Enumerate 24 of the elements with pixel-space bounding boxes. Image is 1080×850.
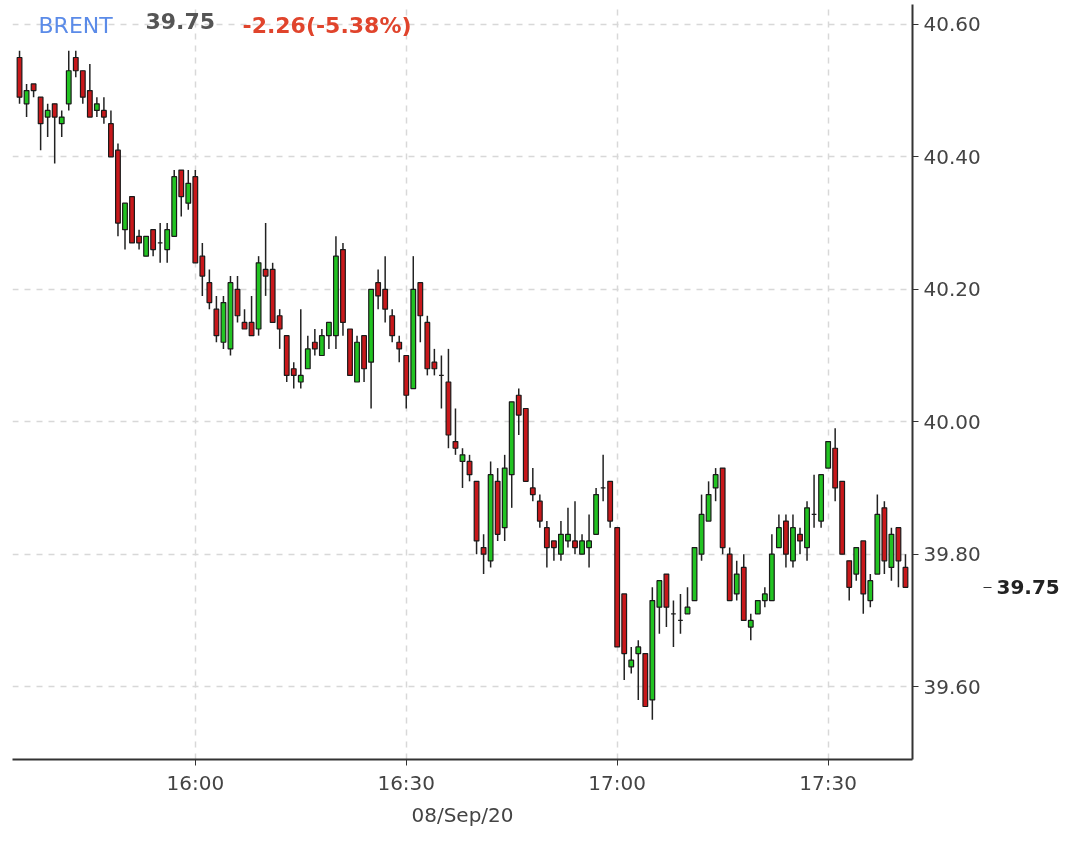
x-axis-title: 08/Sep/20 (411, 802, 514, 827)
x-tick-label: 17:00 (588, 770, 647, 795)
y-tick-label: 39.80 (923, 542, 981, 567)
x-tick-label: 16:30 (377, 770, 436, 795)
chart-title: BRENT (38, 12, 114, 38)
candlestick (206, 268, 213, 310)
x-tick-label: 17:30 (799, 770, 857, 795)
text: 39.75 (996, 575, 1060, 600)
y-tick-label: 39.60 (923, 674, 981, 699)
candlestick (389, 308, 396, 344)
chart-subtitle: 39.75 (145, 8, 216, 34)
candlestick (536, 493, 543, 529)
x-tick-label: 16:00 (166, 770, 225, 795)
annotation: -2.26(-5.38%) (242, 12, 412, 38)
candlestick (466, 454, 473, 483)
candlestick (529, 467, 536, 502)
y-tick-label: 40.20 (923, 277, 981, 302)
candlestick (452, 407, 459, 456)
candlestick (396, 334, 403, 363)
y-tick-label: 40.60 (923, 12, 981, 37)
y-tick-label: 40.40 (923, 144, 981, 169)
candlestick (902, 553, 909, 589)
y-tick-label: 40.00 (923, 409, 981, 434)
candlestick (628, 646, 635, 675)
